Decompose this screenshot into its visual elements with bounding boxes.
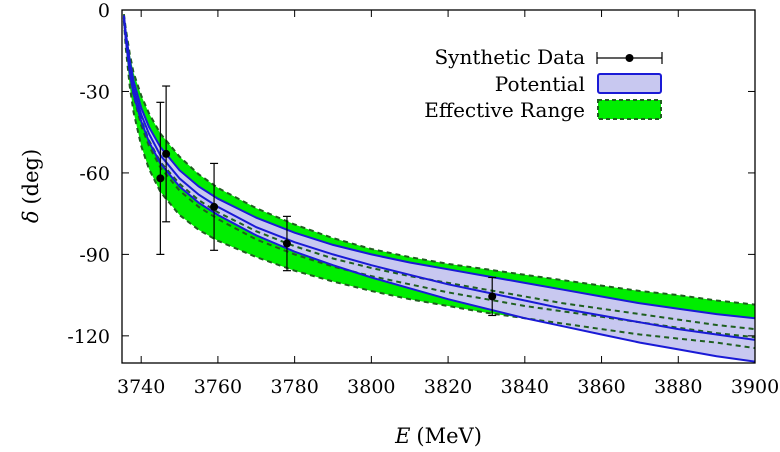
y-axis-unit: (deg) <box>19 149 43 205</box>
data-point-5 <box>488 276 497 317</box>
data-marker <box>282 239 291 248</box>
legend-swatch-effective-range <box>597 99 662 120</box>
y-tick-label: -90 <box>79 244 110 266</box>
legend-swatch-potential <box>597 73 662 94</box>
synthetic-data-points <box>156 85 497 317</box>
y-axis-symbol: δ <box>19 211 43 224</box>
y-axis-title: δ (deg) <box>19 149 43 223</box>
effective-range-lower-line <box>122 20 755 350</box>
axis-ticks: 3740 3760 3780 3800 3820 3840 3860 3880 3900 0 -30… <box>67 0 779 398</box>
y-tick-label: 0 <box>98 0 110 22</box>
data-marker <box>156 174 165 183</box>
x-axis-title: E (MeV) <box>394 424 482 448</box>
effective-range-band <box>123 14 755 349</box>
data-marker <box>210 202 219 211</box>
data-point-2 <box>162 85 171 223</box>
x-tick-label: 3860 <box>577 376 625 398</box>
legend: Synthetic Data Potential Effective Range <box>424 45 663 122</box>
legend-label-effective-range: Effective Range <box>424 98 585 122</box>
plot-area <box>122 13 755 363</box>
y-tick-label: -30 <box>79 81 110 103</box>
x-tick-label: 3900 <box>731 376 779 398</box>
potential-upper-line <box>122 15 755 320</box>
legend-symbol-synthetic <box>596 52 663 64</box>
data-point-4 <box>282 215 291 272</box>
x-tick-label: 3880 <box>654 376 702 398</box>
x-tick-label: 3740 <box>117 376 165 398</box>
x-axis-symbol: E <box>394 424 410 448</box>
x-tick-label: 3800 <box>347 376 395 398</box>
potential-central-line <box>122 16 755 341</box>
x-tick-label: 3780 <box>270 376 318 398</box>
x-tick-label: 3760 <box>194 376 242 398</box>
y-tick-label: -60 <box>79 163 110 185</box>
plot-frame <box>121 9 756 364</box>
legend-label-synthetic: Synthetic Data <box>434 45 585 69</box>
x-tick-label: 3840 <box>501 376 549 398</box>
data-marker <box>488 292 497 301</box>
x-tick-label: 3820 <box>424 376 472 398</box>
data-point-1 <box>156 101 165 255</box>
x-axis-unit: (MeV) <box>416 424 481 448</box>
y-tick-label: -120 <box>67 326 110 348</box>
legend-label-potential: Potential <box>495 72 585 96</box>
data-marker <box>162 149 171 158</box>
data-point-3 <box>210 162 219 251</box>
potential-lower-line <box>122 18 755 363</box>
potential-band <box>123 15 755 362</box>
